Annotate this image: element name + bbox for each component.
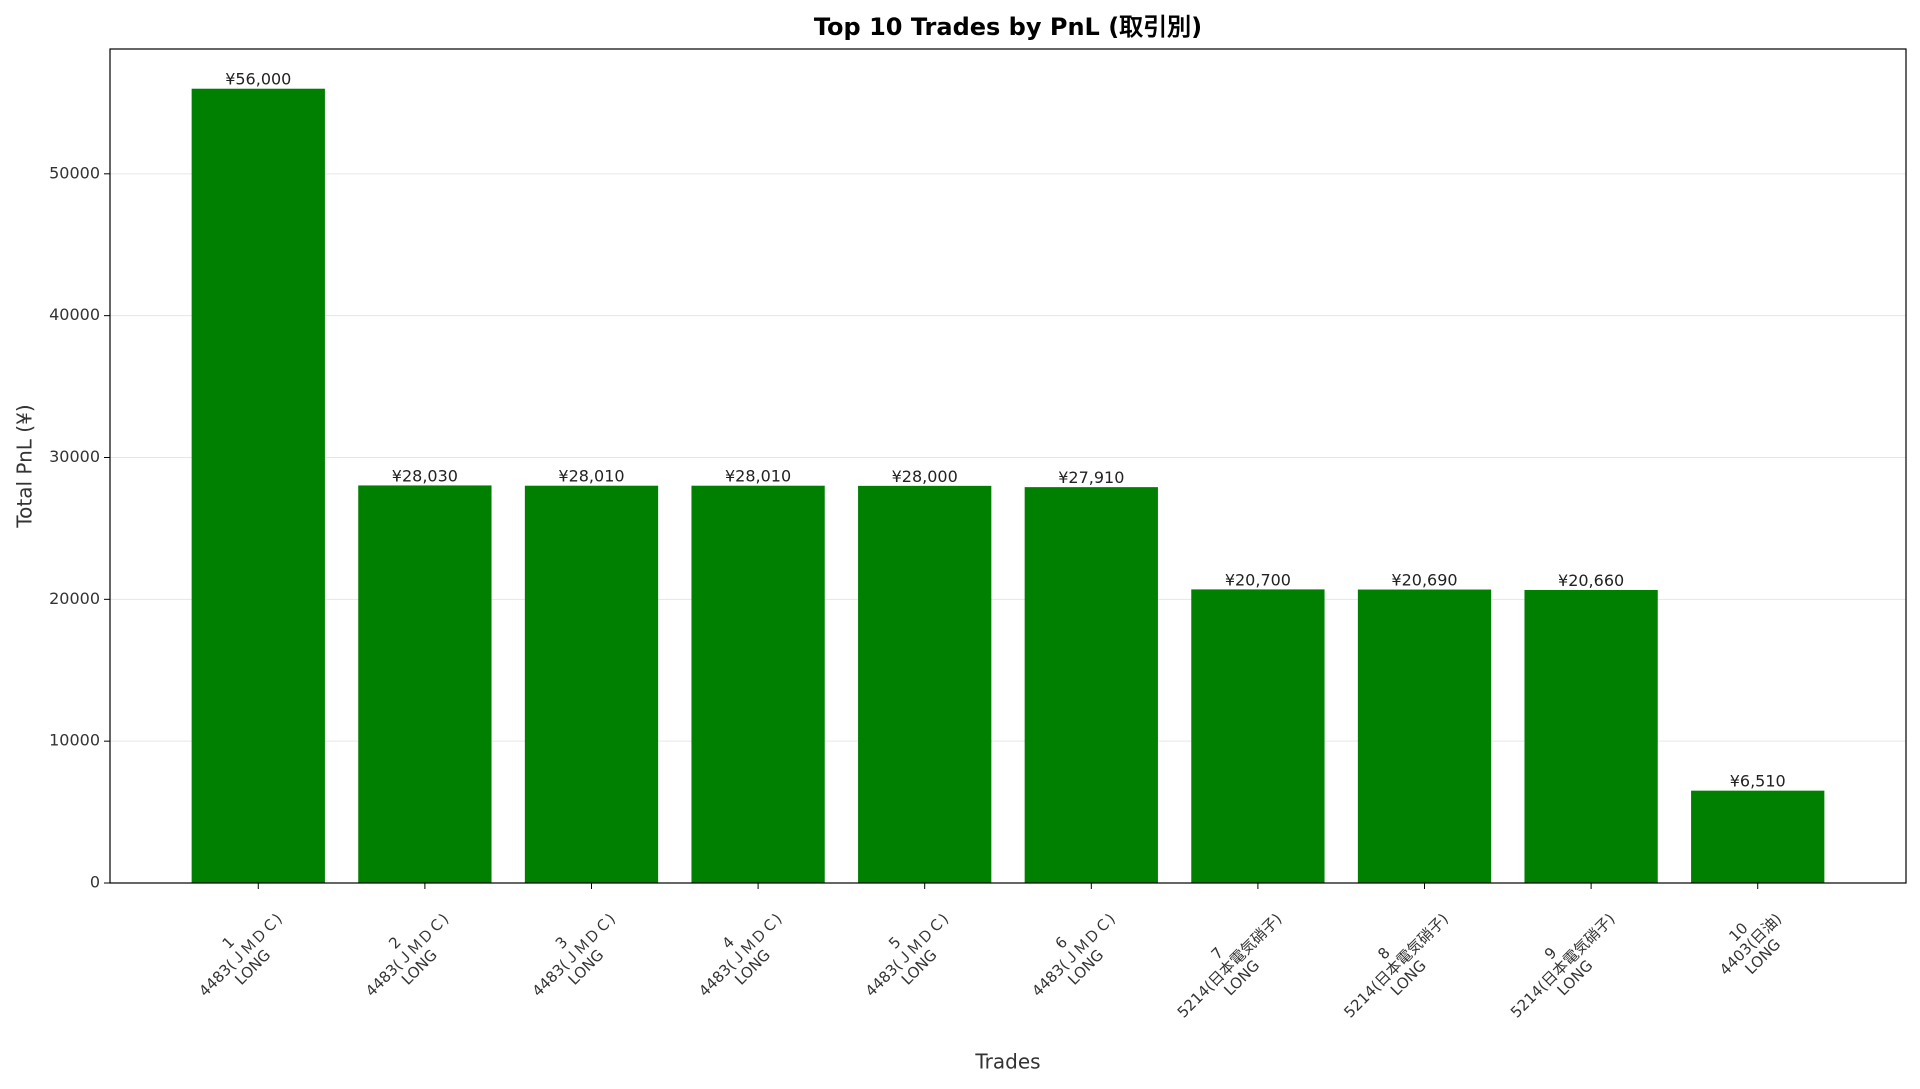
x-tick-label-group: 24483(ＪＭＤＣ)LONG [350, 898, 465, 1013]
bar [524, 485, 659, 883]
value-label: ¥28,010 [725, 467, 791, 486]
x-tick-label-group: 34483(ＪＭＤＣ)LONG [516, 898, 631, 1013]
bar [1691, 790, 1825, 883]
value-label: ¥20,690 [1391, 571, 1457, 590]
x-tick-label-group: 44483(ＪＭＤＣ)LONG [683, 898, 798, 1013]
bar [1024, 487, 1158, 883]
y-tick-label: 0 [90, 873, 100, 892]
x-tick-label-group: 14483(ＪＭＤＣ)LONG [183, 898, 298, 1013]
value-label: ¥28,000 [892, 467, 958, 486]
y-tick-label: 20000 [49, 589, 100, 608]
value-label: ¥27,910 [1058, 468, 1124, 487]
chart-title: Top 10 Trades by PnL (取引別) [814, 13, 1202, 41]
x-tick-label-group: 85214(日本電気硝子)LONG [1328, 898, 1464, 1034]
x-tick-label-group: 104403(日油)LONG [1704, 898, 1798, 992]
x-tick-label: 104403(日油)LONG [1704, 898, 1798, 992]
x-axis-label: Trades [974, 1050, 1040, 1074]
bar [358, 485, 492, 883]
x-tick-label-group: 54483(ＪＭＤＣ)LONG [850, 898, 965, 1013]
x-tick-label: 24483(ＪＭＤＣ)LONG [350, 898, 465, 1013]
x-tick-label-group: 75214(日本電気硝子)LONG [1162, 898, 1298, 1034]
x-tick-label: 64483(ＪＭＤＣ)LONG [1016, 898, 1131, 1013]
bar [1357, 589, 1492, 883]
value-label: ¥56,000 [225, 70, 291, 89]
bar [191, 88, 325, 883]
x-tick-label: 44483(ＪＭＤＣ)LONG [683, 898, 798, 1013]
x-tick-label: 54483(ＪＭＤＣ)LONG [850, 898, 965, 1013]
x-tick-label: 75214(日本電気硝子)LONG [1162, 898, 1298, 1034]
value-label: ¥28,010 [558, 467, 624, 486]
axes-frame [109, 48, 1907, 884]
bar [691, 485, 825, 883]
y-tick-label: 50000 [49, 163, 100, 182]
y-tick-label: 30000 [49, 447, 100, 466]
x-tick-label-group: 95214(日本電気硝子)LONG [1495, 898, 1631, 1034]
bar [1524, 589, 1658, 883]
x-tick-label: 85214(日本電気硝子)LONG [1328, 898, 1464, 1034]
y-axis-label: Total PnL (¥) [13, 404, 37, 528]
bar [858, 485, 992, 883]
value-label: ¥20,700 [1225, 570, 1291, 589]
x-tick-label-group: 64483(ＪＭＤＣ)LONG [1016, 898, 1131, 1013]
value-label: ¥28,030 [392, 466, 458, 485]
y-tick-label: 40000 [49, 305, 100, 324]
x-tick-label: 95214(日本電気硝子)LONG [1495, 898, 1631, 1034]
bar [1191, 589, 1325, 883]
y-tick-label: 10000 [49, 731, 100, 750]
x-tick-label: 14483(ＪＭＤＣ)LONG [183, 898, 298, 1013]
x-tick-label: 34483(ＪＭＤＣ)LONG [516, 898, 631, 1013]
value-label: ¥6,510 [1730, 772, 1786, 791]
value-label: ¥20,660 [1558, 571, 1624, 590]
